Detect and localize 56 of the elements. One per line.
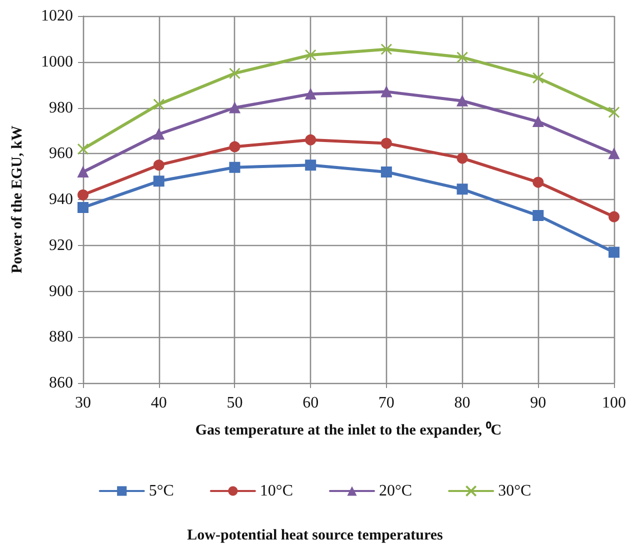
point	[78, 189, 88, 200]
y-tick-label: 860	[49, 374, 73, 392]
point	[78, 166, 88, 178]
y-tick-label: 920	[49, 236, 73, 254]
legend-label: 10°C	[260, 482, 294, 500]
point	[77, 143, 89, 155]
legend-label: 30°C	[498, 482, 532, 500]
point	[456, 184, 468, 195]
legend-label: 20°C	[379, 482, 412, 500]
y-tick-label: 940	[49, 191, 73, 208]
point	[380, 44, 392, 56]
point	[532, 116, 544, 128]
y-tick-label: 880	[49, 328, 73, 346]
x-tick-label: 60	[302, 394, 319, 412]
x-tick-label: 90	[530, 394, 546, 412]
point	[532, 210, 544, 222]
x-tick-label: 50	[226, 394, 243, 412]
y-tick-label: 1020	[41, 8, 73, 24]
point	[456, 52, 468, 64]
y-axis-title: Power of the EGU, kW	[10, 126, 26, 274]
point	[229, 102, 240, 114]
point	[304, 49, 316, 61]
point	[456, 152, 468, 164]
point	[153, 160, 164, 171]
y-tick-label: 980	[49, 99, 73, 116]
point	[380, 166, 392, 178]
point	[229, 162, 240, 173]
point	[380, 86, 392, 98]
point	[608, 211, 620, 222]
point	[153, 98, 165, 110]
x-tick-label: 100	[602, 394, 626, 412]
x-tick-label: 80	[454, 394, 470, 412]
point	[532, 72, 544, 84]
legend-title: Low-potential heat source temperatures	[187, 528, 443, 544]
y-tick-label: 900	[49, 282, 73, 300]
point	[380, 138, 392, 149]
y-tick-label: 1000	[41, 53, 73, 70]
point	[456, 95, 468, 106]
point	[532, 176, 544, 188]
x-tick-label: 30	[75, 394, 91, 412]
point	[608, 148, 620, 160]
point	[608, 246, 620, 258]
point	[608, 106, 620, 118]
y-tick-label: 960	[49, 145, 73, 162]
x-tick-label: 40	[150, 394, 167, 412]
point	[229, 141, 240, 152]
point	[153, 176, 164, 187]
point	[305, 134, 316, 146]
point	[78, 202, 88, 214]
point	[153, 128, 164, 140]
point	[228, 68, 240, 80]
point	[305, 88, 316, 100]
point	[305, 160, 316, 171]
x-tick-label: 70	[378, 394, 394, 412]
legend-label: 5°C	[148, 482, 174, 500]
x-axis-title: Gas temperature at the inlet to the expander, ⁰C	[195, 420, 502, 438]
